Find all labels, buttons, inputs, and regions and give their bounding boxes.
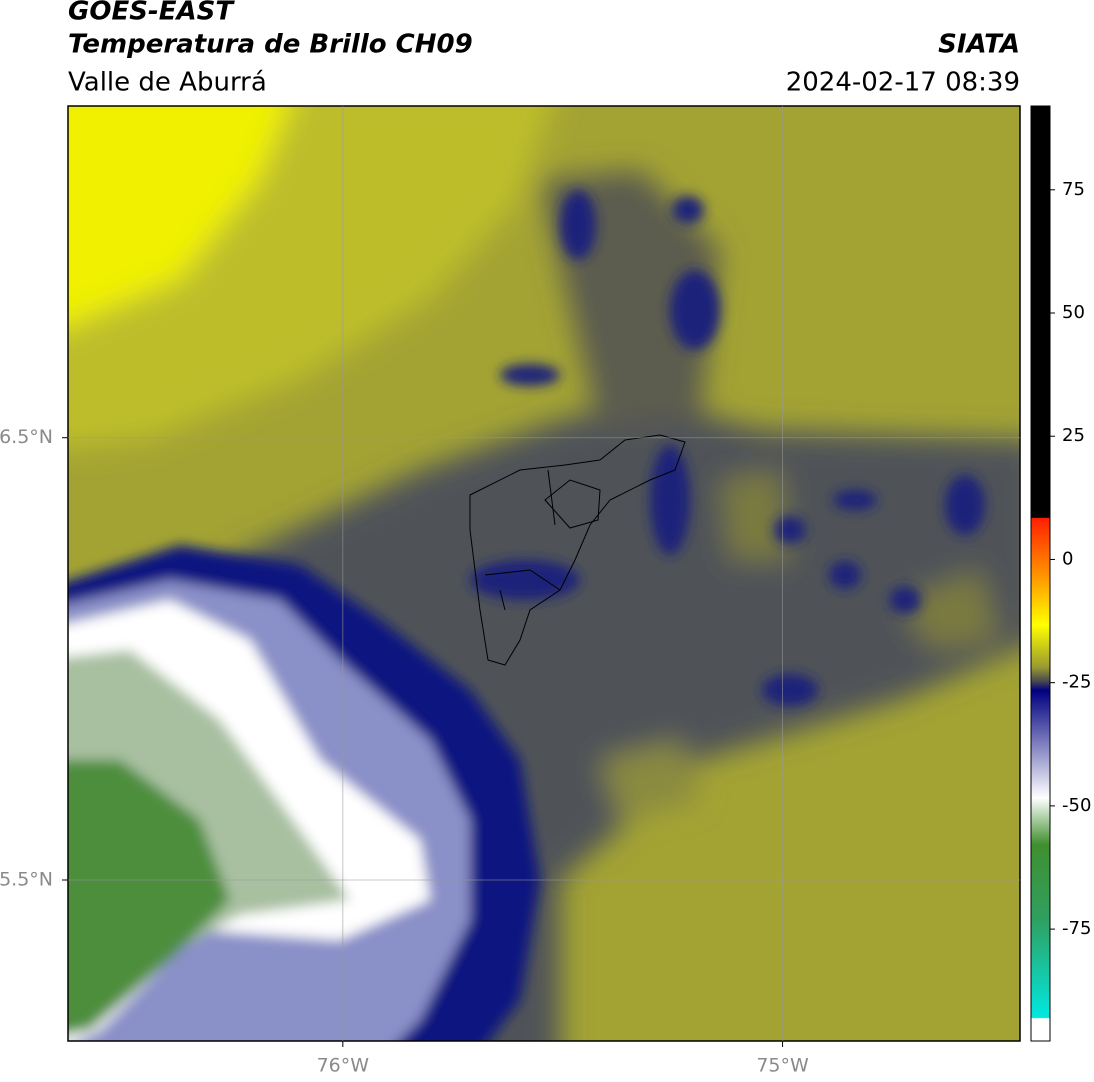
colorbar-tick-label: 0 <box>1062 548 1073 569</box>
map-field <box>68 106 1020 1041</box>
colorbar-tick-label: 50 <box>1062 302 1085 323</box>
colorbar-tick-label: 25 <box>1062 425 1085 446</box>
subtitle: Temperatura de Brillo CH09 <box>68 30 473 60</box>
x-tick-label: 76°W <box>317 1055 370 1077</box>
datetime: 2024-02-17 08:39 <box>786 68 1020 98</box>
colorbar-tick-label: -25 <box>1062 672 1091 693</box>
y-tick-label: 6.5°N <box>0 426 53 448</box>
map-frame <box>67 105 1021 1042</box>
x-tick-label: 75°W <box>756 1055 809 1077</box>
title: GOES-EAST <box>68 0 235 27</box>
y-tick-label: 5.5°N <box>0 869 53 891</box>
region: Valle de Aburrá <box>68 68 267 98</box>
colorbar-tick-label: -50 <box>1062 795 1091 816</box>
colorbar <box>1030 105 1051 1042</box>
colorbar-tick-label: -75 <box>1062 918 1091 939</box>
colorbar-tick-label: 75 <box>1062 179 1085 200</box>
source: SIATA <box>938 30 1020 60</box>
